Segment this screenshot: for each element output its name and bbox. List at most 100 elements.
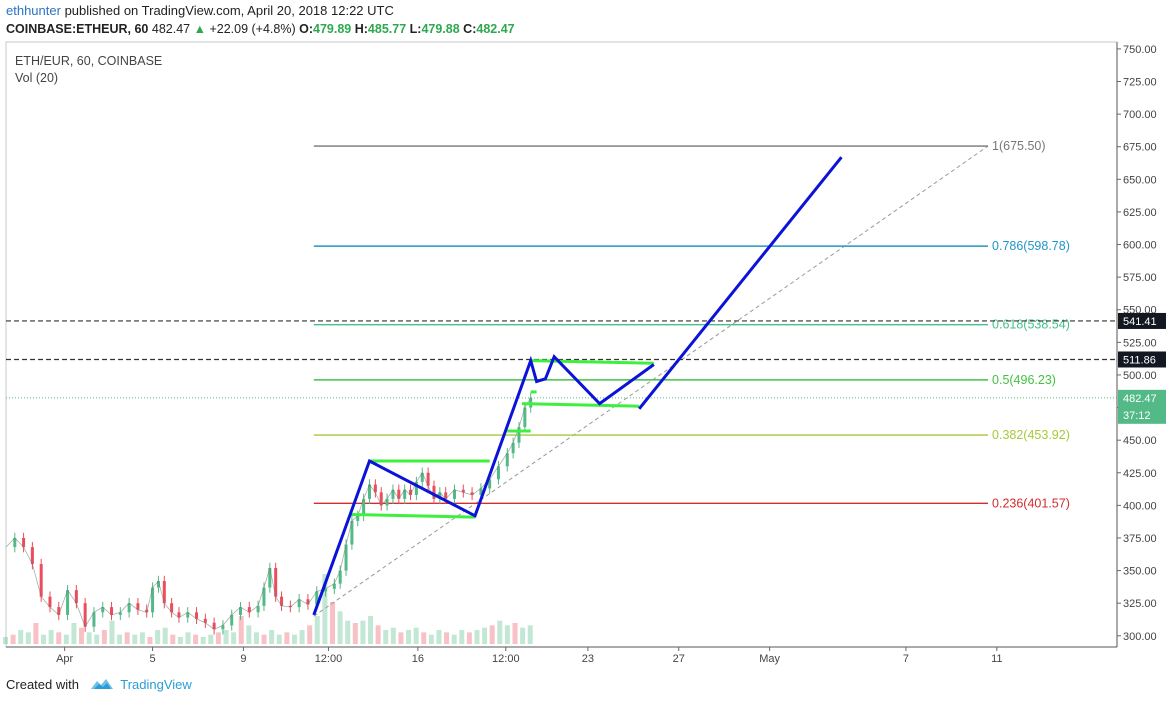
x-tick-label: 5 xyxy=(150,653,156,665)
volume-bar xyxy=(48,630,54,644)
candle-body xyxy=(488,479,492,489)
candle-body xyxy=(74,590,78,604)
volume-indicator-label[interactable]: Vol (20) xyxy=(15,71,59,85)
candle-body xyxy=(403,489,407,499)
candle-body xyxy=(203,618,207,623)
volume-bar xyxy=(406,630,412,644)
x-tick-label: Apr xyxy=(56,653,73,665)
volume-bar xyxy=(276,634,282,644)
plot-frame xyxy=(5,41,1118,648)
projection-line xyxy=(638,156,843,410)
y-tick-label: 750.00 xyxy=(1123,44,1157,56)
candle-body xyxy=(385,498,389,506)
volume-bars xyxy=(3,574,533,644)
volume-bar xyxy=(41,634,47,644)
volume-bar xyxy=(56,632,62,644)
candle-body xyxy=(268,567,272,588)
volume-bar xyxy=(322,574,328,644)
horizontal-levels: 541.41 511.86 xyxy=(6,312,1166,368)
volume-bar xyxy=(375,625,381,644)
candle-body xyxy=(496,466,500,480)
y-tick-label: 525.00 xyxy=(1123,337,1157,349)
x-tick-label: 7 xyxy=(903,653,909,665)
candle-body xyxy=(57,607,61,615)
current-price-tag-bg xyxy=(1118,389,1166,424)
current-price-label: 482.47 xyxy=(1123,393,1157,405)
candle-body xyxy=(362,498,366,516)
volume-bar xyxy=(132,634,138,644)
volume-bar xyxy=(269,630,275,644)
x-tick-label: 11 xyxy=(991,653,1002,665)
candle-body xyxy=(391,489,395,499)
x-tick-label: 9 xyxy=(240,653,246,665)
volume-bar xyxy=(527,625,533,644)
candle-body xyxy=(356,515,360,522)
y-tick-label: 375.00 xyxy=(1123,533,1157,545)
tradingview-logo-icon xyxy=(90,678,113,693)
volume-bar xyxy=(383,630,389,644)
symbol-quote-bar: COINBASE:ETHEUR, 60 482.47 ▲ +22.09 (+4.… xyxy=(6,22,515,36)
flag-line xyxy=(350,513,476,519)
price-tag-bg xyxy=(1118,312,1166,329)
volume-bar xyxy=(139,632,145,644)
candle-body xyxy=(13,537,17,548)
y-tick-label: 725.00 xyxy=(1123,77,1157,89)
volume-bar xyxy=(71,623,77,644)
volume-bar xyxy=(86,632,92,644)
volume-bar xyxy=(421,632,427,644)
volume-bar xyxy=(504,625,510,644)
candle-body xyxy=(306,599,310,605)
footer: Created with TradingView xyxy=(6,677,192,693)
close-label: C: xyxy=(463,22,477,36)
publisher-name[interactable]: ethhunter xyxy=(6,3,61,18)
candle-body xyxy=(338,570,342,584)
candle-body xyxy=(444,492,448,499)
volume-bar xyxy=(413,627,419,644)
volume-bar xyxy=(368,616,374,644)
fib-level-label: 0.786(598.78) xyxy=(992,239,1070,253)
y-tick-label: 500.00 xyxy=(1123,370,1157,382)
candle-body xyxy=(48,596,52,608)
volume-bar xyxy=(459,630,465,644)
high-label: H: xyxy=(354,22,368,36)
y-axis-ticks: 300.00 325.00 350.00 375.00 400.00 425.00 450.… xyxy=(1117,44,1157,643)
candle-body xyxy=(511,442,515,454)
volume-bar xyxy=(444,632,450,644)
y-tick-label: 300.00 xyxy=(1123,631,1157,643)
volume-bar xyxy=(497,620,503,644)
volume-bar xyxy=(512,623,518,644)
price-tag-label: 511.86 xyxy=(1123,354,1156,366)
x-tick-label: 16 xyxy=(412,653,424,665)
tradingview-brand[interactable]: TradingView xyxy=(120,677,192,692)
volume-bar xyxy=(177,637,183,644)
countdown-label: 37:12 xyxy=(1123,410,1151,422)
candle-body xyxy=(297,599,301,608)
candle-body xyxy=(367,484,371,499)
volume-bar xyxy=(18,630,24,644)
volume-bar xyxy=(436,630,442,644)
last-price: 482.47 xyxy=(151,22,191,36)
volume-bar xyxy=(223,630,229,644)
volume-bar xyxy=(284,632,290,644)
volume-bar xyxy=(185,632,191,644)
candle-body xyxy=(151,587,155,613)
candle-body xyxy=(288,605,292,608)
candle-body xyxy=(505,453,509,467)
volume-bar xyxy=(329,602,335,644)
volume-bar xyxy=(261,634,267,644)
x-axis-ticks: Apr 5 9 12:00 16 12:00 23 27 May 7 11 xyxy=(56,647,1003,665)
candle-body xyxy=(239,607,243,615)
candle-body xyxy=(344,544,348,571)
volume-bar xyxy=(337,611,343,644)
candle-body xyxy=(195,612,199,619)
volume-bar xyxy=(10,634,16,644)
candle-body xyxy=(332,583,336,589)
candle-body xyxy=(517,427,521,443)
candle-body xyxy=(256,605,260,613)
candle-body xyxy=(420,472,424,482)
y-tick-label: 700.00 xyxy=(1123,109,1157,121)
y-tick-label: 400.00 xyxy=(1123,500,1157,512)
volume-bar xyxy=(428,634,434,644)
